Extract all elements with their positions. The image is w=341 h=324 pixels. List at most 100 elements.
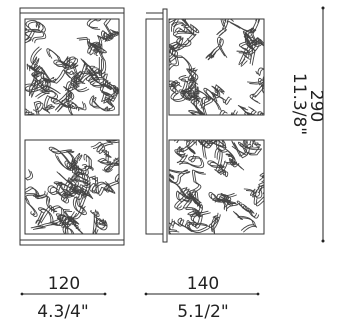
side-view-backplate xyxy=(145,18,164,235)
swirl-stroke-outline xyxy=(210,214,221,234)
swirl-stroke xyxy=(174,193,209,216)
swirl-stroke xyxy=(90,209,106,234)
swirl-stroke xyxy=(113,157,119,162)
height-mm-label: 290 xyxy=(306,90,326,122)
swirl-stroke-outline xyxy=(37,194,65,226)
swirl-stroke-outline xyxy=(58,214,75,228)
side-depth-inches-label: 5.1/2" xyxy=(177,302,228,322)
swirl-stroke xyxy=(171,19,188,32)
swirl-stroke-outline xyxy=(169,19,190,34)
swirl-stroke-outline xyxy=(28,21,47,44)
side-depth-mm-label: 140 xyxy=(187,274,219,294)
swirl-stroke-outline xyxy=(25,170,40,195)
swirl-stroke-outline xyxy=(207,38,228,61)
front-width-tick-right xyxy=(103,292,107,296)
swirl-stroke xyxy=(184,67,197,96)
swirl-stroke-outline xyxy=(115,159,119,164)
swirl-stroke-outline xyxy=(190,97,213,115)
swirl-stroke-outline xyxy=(55,183,77,196)
swirl-stroke-outline xyxy=(72,186,94,216)
swirl-stroke-outline xyxy=(240,106,254,115)
swirl-stroke-outline xyxy=(169,19,200,35)
swirl-stroke xyxy=(169,49,177,67)
swirl-stroke-outline xyxy=(91,82,116,112)
swirl-stroke-outline xyxy=(222,111,238,115)
swirl-stroke-outline xyxy=(233,140,262,156)
side-view-top-panel xyxy=(168,18,265,116)
swirl-stroke xyxy=(55,213,72,227)
swirl-stroke-outline xyxy=(184,89,205,115)
swirl-stroke-outline xyxy=(49,179,92,199)
swirl-stroke xyxy=(67,101,85,115)
swirl-stroke-outline xyxy=(238,202,260,219)
swirl-stroke xyxy=(236,200,257,217)
swirl-stroke-outline xyxy=(92,210,108,234)
swirl-stroke xyxy=(212,196,232,210)
swirl-stroke-outline xyxy=(169,173,175,180)
swirl-stroke-outline xyxy=(169,82,182,95)
swirl-stroke-outline xyxy=(89,19,116,37)
swirl-stroke xyxy=(34,193,63,224)
swirl-stroke-outline xyxy=(182,86,210,103)
swirl-stroke-outline xyxy=(187,68,199,98)
height-inches-label: 11.3/8" xyxy=(289,73,309,135)
swirl-stroke-outline xyxy=(25,102,44,115)
swirl-stroke-outline xyxy=(42,59,89,84)
front-width-inches-label: 4.3/4" xyxy=(37,302,88,322)
swirl-stroke-outline xyxy=(235,212,258,233)
swirl-stroke-outline xyxy=(37,90,58,114)
swirl-stroke-outline xyxy=(66,212,80,234)
swirl-stroke-outline xyxy=(48,49,78,69)
swirl-stroke-outline xyxy=(169,32,197,51)
swirl-pattern-front-top xyxy=(25,19,119,115)
swirl-stroke-outline xyxy=(218,19,230,37)
swirl-stroke xyxy=(86,19,114,36)
swirl-stroke-outline xyxy=(104,163,119,173)
swirl-stroke xyxy=(176,146,202,167)
swirl-stroke xyxy=(174,140,206,157)
swirl-stroke-outline xyxy=(216,159,245,178)
height-dimension: 290 11.3/8" xyxy=(289,6,326,243)
swirl-stroke-outline xyxy=(65,180,89,196)
swirl-stroke xyxy=(220,19,232,27)
swirl-stroke xyxy=(76,57,106,84)
swirl-stroke xyxy=(100,29,119,41)
swirl-stroke xyxy=(25,100,42,115)
swirl-stroke xyxy=(89,175,114,195)
swirl-stroke-outline xyxy=(176,195,211,217)
swirl-stroke xyxy=(89,80,114,110)
swirl-stroke xyxy=(216,19,227,36)
swirl-stroke xyxy=(197,140,225,147)
swirl-stroke-outline xyxy=(92,140,119,154)
swirl-stroke xyxy=(248,106,263,115)
swirl-stroke-outline xyxy=(52,87,72,108)
swirl-stroke xyxy=(190,210,204,227)
front-width-dimension: 120 4.3/4" xyxy=(20,274,107,322)
front-view xyxy=(19,7,125,246)
swirl-stroke-outline xyxy=(90,43,107,57)
front-view-frame xyxy=(19,7,125,246)
swirl-stroke-outline xyxy=(192,211,206,229)
swirl-stroke xyxy=(201,140,224,158)
swirl-stroke-outline xyxy=(192,191,203,216)
swirl-stroke-outline xyxy=(72,67,100,88)
swirl-stroke-outline xyxy=(251,86,264,104)
swirl-stroke xyxy=(25,27,40,41)
swirl-stroke xyxy=(236,47,254,66)
swirl-stroke-outline xyxy=(103,30,119,43)
swirl-stroke xyxy=(70,65,98,86)
side-view-mount xyxy=(162,8,168,243)
swirl-stroke xyxy=(50,86,70,107)
swirl-stroke-outline xyxy=(64,57,82,80)
swirl-stroke-outline xyxy=(32,206,60,230)
swirl-stroke-outline xyxy=(178,188,194,202)
swirl-stroke-outline xyxy=(169,220,180,234)
swirl-stroke-outline xyxy=(250,108,264,115)
swirl-pattern-front-bottom xyxy=(25,140,119,234)
swirl-stroke-outline xyxy=(213,93,232,112)
swirl-stroke-outline xyxy=(180,76,197,95)
swirl-stroke xyxy=(205,36,226,59)
swirl-stroke xyxy=(188,95,211,115)
swirl-stroke-outline xyxy=(209,149,226,174)
swirl-stroke xyxy=(243,185,264,205)
